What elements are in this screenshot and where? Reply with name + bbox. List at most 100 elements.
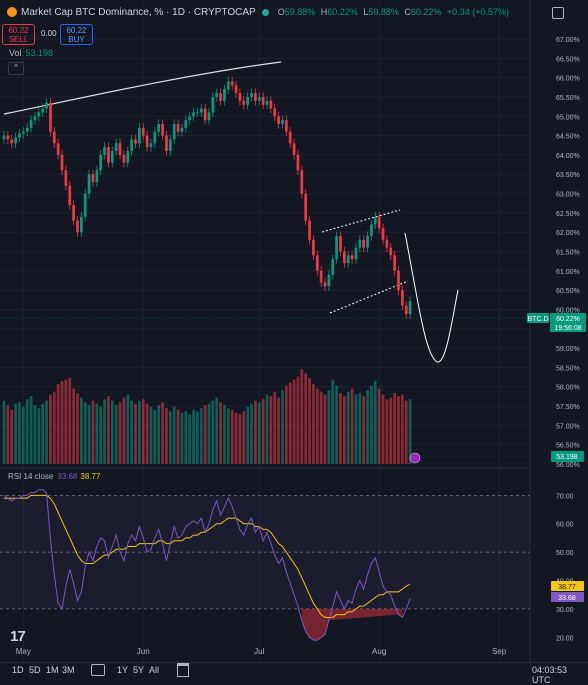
volume-bar	[192, 409, 195, 464]
time-tick-label: Aug	[372, 647, 386, 656]
range-3m[interactable]: 3M	[62, 665, 75, 675]
volume-bar	[168, 411, 172, 464]
volume-bar	[265, 394, 269, 464]
price-tick-label: 63.00%	[556, 192, 580, 199]
candle-body	[219, 93, 222, 101]
candle-body	[385, 239, 389, 248]
price-tick-label: 63.50%	[556, 172, 580, 179]
range-1m[interactable]: 1M	[46, 665, 59, 675]
candle-body	[52, 131, 56, 144]
range-5d[interactable]: 5D	[29, 665, 41, 675]
candle-body	[226, 81, 230, 90]
candle-body	[373, 216, 377, 225]
volume-bar	[362, 396, 366, 464]
volume-bar	[91, 400, 95, 464]
candle-body	[381, 228, 385, 240]
candle-body	[404, 305, 408, 315]
volume-bar	[60, 381, 64, 464]
volume-bar	[196, 411, 199, 464]
range-1d[interactable]: 1D	[12, 665, 24, 675]
range-all[interactable]: All	[149, 665, 160, 675]
utc-clock: 04:03:53 UTC	[532, 665, 568, 685]
candle-body	[273, 108, 277, 117]
candle-body	[362, 239, 366, 248]
candle-body	[315, 255, 319, 271]
candle-body	[157, 124, 161, 132]
candle-body	[118, 143, 122, 155]
candle-body	[312, 239, 315, 256]
volume-bar	[141, 399, 145, 464]
candle-body	[168, 139, 172, 152]
volume-bar	[153, 409, 157, 464]
volume-bar	[207, 403, 211, 464]
volume-bar	[377, 388, 381, 464]
volume-bar	[296, 376, 300, 464]
rsi-tick-label: 20.00	[556, 635, 574, 642]
candlesticks	[2, 76, 412, 319]
volume-bar	[277, 397, 280, 464]
candle-body	[215, 93, 219, 97]
bitcoin-icon	[7, 7, 17, 17]
candle-body	[188, 116, 192, 121]
candle-body	[33, 116, 37, 121]
volume-bar	[234, 412, 238, 464]
range-5y[interactable]: 5Y	[133, 665, 145, 675]
settings-icon[interactable]	[552, 7, 564, 19]
range-1y[interactable]: 1Y	[117, 665, 129, 675]
volume-bar	[41, 403, 45, 464]
volume-bar	[250, 403, 253, 464]
calendar-icon[interactable]	[177, 663, 189, 677]
candle-body	[138, 127, 141, 144]
volume-bar	[2, 400, 6, 464]
volume-bar	[215, 397, 219, 464]
candle-body	[199, 108, 203, 113]
symbol-title[interactable]: Market Cap BTC Dominance, % · 1D · CRYPT…	[21, 6, 256, 18]
volume-bar	[6, 405, 10, 464]
volume-bar	[393, 393, 396, 464]
volume-bar	[76, 393, 79, 464]
volume-bar	[14, 403, 17, 464]
candle-body	[238, 93, 242, 101]
volume-bar	[83, 402, 87, 464]
volume-bar	[165, 408, 168, 464]
candle-body	[366, 236, 369, 248]
volume-bar	[87, 405, 91, 464]
collapse-legend-icon[interactable]: ^	[8, 62, 24, 75]
sell-button[interactable]: 60.22 SELL	[2, 24, 35, 45]
price-tick-label: 57.50%	[556, 404, 580, 411]
channel-lower-line	[329, 280, 409, 314]
volume-bar	[327, 390, 331, 464]
candle-body	[342, 251, 346, 264]
candle-body	[211, 96, 215, 113]
candle-body	[134, 139, 137, 144]
candle-body	[327, 274, 331, 287]
volume-bar	[238, 414, 242, 464]
candle-body	[250, 93, 253, 97]
candle-body	[246, 96, 250, 105]
buy-button[interactable]: 60.22 BUY	[60, 24, 93, 45]
volume-bar	[389, 397, 393, 464]
spread-value: 0.00	[41, 29, 57, 38]
price-tick-label: 65.00%	[556, 114, 580, 121]
candle-body	[122, 154, 126, 163]
candle-body	[165, 135, 168, 152]
volume-bar	[95, 403, 99, 464]
compare-icon[interactable]	[91, 664, 105, 676]
candle-body	[207, 112, 211, 121]
volume-bar	[269, 396, 273, 464]
tradingview-logo[interactable]: 17	[10, 628, 26, 645]
volume-bar	[130, 400, 133, 464]
volume-bar	[331, 379, 335, 464]
rsi-pane	[0, 489, 530, 641]
volume-bar	[118, 402, 122, 464]
drawing-annotations	[3, 61, 459, 363]
time-tick-label: Sep	[492, 647, 507, 656]
channel-upper-line	[321, 209, 401, 233]
candle-body	[25, 127, 29, 132]
volume-bar	[184, 411, 188, 464]
candle-body	[60, 154, 64, 171]
candle-body	[184, 120, 188, 128]
price-tick-label: 66.00%	[556, 76, 580, 83]
volume-bar	[122, 397, 126, 464]
volume-bar	[342, 396, 346, 464]
